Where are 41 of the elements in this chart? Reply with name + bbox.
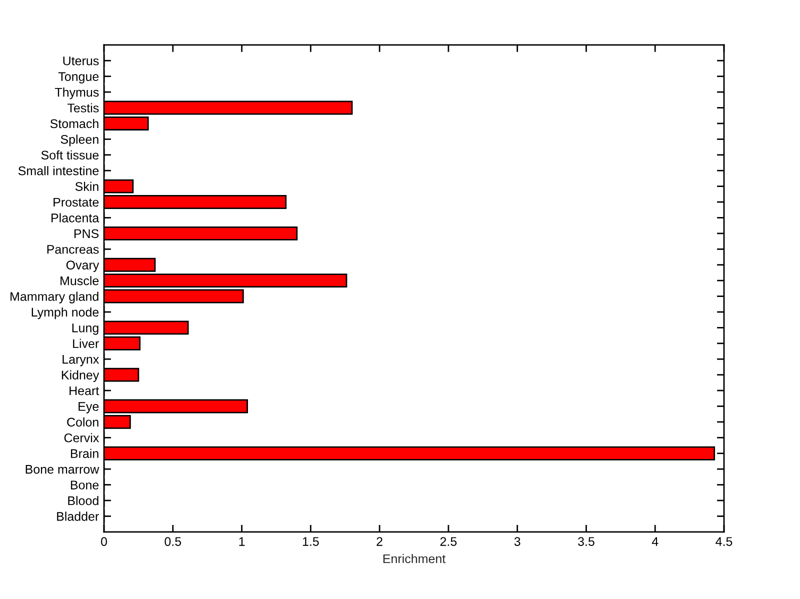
y-tick-label: Lymph node (32, 307, 99, 320)
x-tick-label: 3 (514, 537, 520, 546)
x-tick-label: 0.5 (164, 537, 182, 546)
y-tick-label: Small intestine (18, 166, 99, 176)
y-tick-label: Uterus (63, 56, 99, 66)
y-tick-label: Tongue (58, 72, 99, 84)
y-tick-label: Larynx (62, 355, 100, 366)
y-tick-label: Brain (70, 448, 98, 458)
x-tick-label: 1.5 (302, 537, 319, 546)
x-tick-label: 4 (652, 537, 658, 546)
y-tick-label: Heart (70, 386, 100, 396)
x-tick-label: 4.5 (716, 537, 732, 546)
y-tick-label: Blood (68, 496, 98, 506)
x-tick-label: 2 (376, 537, 382, 546)
y-tick-label: Pancreas (47, 245, 99, 254)
y-tick-label: Bone (70, 480, 99, 490)
y-tick-label: Liver (73, 338, 99, 348)
x-tick-label: 2.5 (440, 537, 457, 546)
x-tick-label: 3.5 (578, 537, 594, 546)
y-tick-label: PNS (74, 229, 99, 238)
y-tick-label: Bladder (57, 512, 99, 521)
x-axis-title: Enrichment (383, 554, 446, 564)
y-tick-label: Thymus (54, 88, 99, 100)
y-tick-label: Testis (67, 103, 99, 112)
y-tick-label: Bone marrow (26, 465, 100, 474)
y-tick-label: Prostate (54, 198, 99, 207)
y-tick-label: Mammary gland (10, 292, 98, 304)
y-tick-label: Skin (75, 182, 98, 191)
y-tick-label: Placenta (52, 213, 100, 222)
y-tick-label: Soft tissue (41, 150, 99, 160)
x-tick-label: 1 (239, 537, 245, 546)
y-tick-label: Stomach (50, 118, 98, 128)
y-tick-label: Muscle (60, 276, 99, 286)
y-tick-label: Spleen (60, 134, 98, 146)
x-tick-label: 0 (101, 537, 107, 546)
y-tick-label: Eye (78, 402, 99, 414)
y-tick-label: Lung (72, 324, 98, 335)
y-tick-label: Kidney (62, 370, 100, 382)
y-tick-label: Cervix (64, 433, 100, 442)
y-tick-label: Ovary (66, 260, 100, 272)
y-tick-label: Colon (67, 417, 98, 427)
